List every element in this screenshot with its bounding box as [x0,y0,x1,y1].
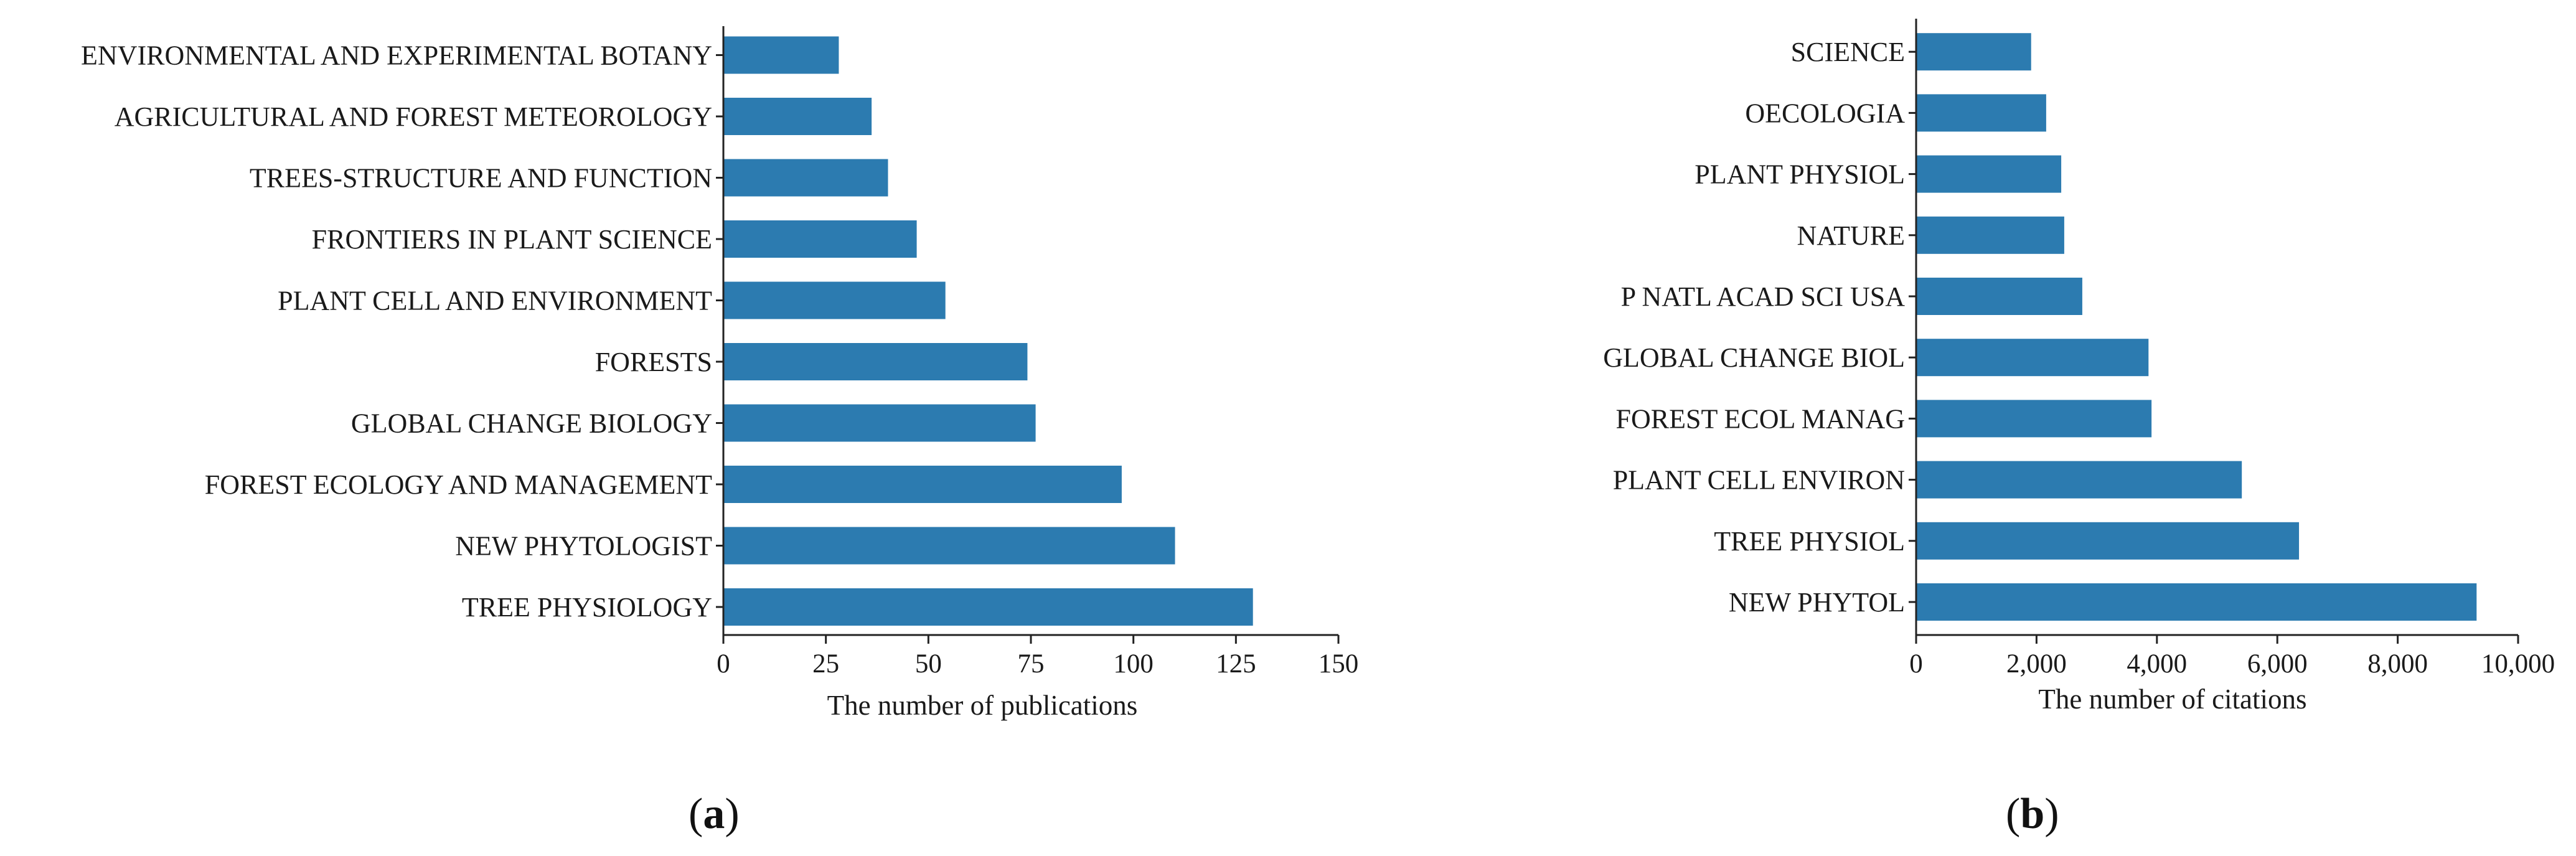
x-tick-label-b-1: 2,000 [2006,649,2067,679]
category-label-b-8: OECOLOGIA [1745,98,1905,128]
bar-b-4 [1917,339,2149,377]
bar-a-3 [724,404,1036,442]
category-label-a-6: FRONTIERS IN PLANT SCIENCE [312,224,712,255]
bar-b-2 [1917,461,2242,499]
x-tick-label-b-5: 10,000 [2481,649,2555,679]
bar-a-8 [724,98,872,135]
category-label-b-0: NEW PHYTOL [1729,587,1905,618]
x-tick-label-b-4: 8,000 [2367,649,2428,679]
bar-b-0 [1917,583,2477,621]
x-tick-label-a-0: 0 [717,649,730,679]
bar-a-0 [724,588,1253,626]
bar-b-1 [1917,522,2300,560]
bar-a-1 [724,527,1175,565]
category-label-a-5: PLANT CELL AND ENVIRONMENT [278,286,712,316]
x-axis-title-a: The number of publications [827,690,1138,721]
bar-b-5 [1917,278,2082,315]
category-label-b-1: TREE PHYSIOL [1714,526,1905,557]
bar-a-6 [724,220,917,258]
x-tick-label-b-0: 0 [1909,649,1923,679]
bar-b-8 [1917,94,2046,132]
bar-b-3 [1917,400,2152,438]
bar-b-7 [1917,155,2062,193]
category-label-a-9: ENVIRONMENTAL AND EXPERIMENTAL BOTANY [81,40,712,71]
category-label-b-2: PLANT CELL ENVIRON [1613,465,1905,496]
x-tick-label-a-5: 125 [1216,649,1256,679]
category-label-a-2: FOREST ECOLOGY AND MANAGEMENT [205,469,712,500]
panel-b-citations-chart: NEW PHYTOL TREE PHYSIOL PLANT CELL ENVIRON… [1603,19,2555,838]
category-label-b-5: P NATL ACAD SCI USA [1621,281,1906,312]
bar-a-5 [724,281,946,319]
bar-a-9 [724,36,839,74]
category-label-a-4: FORESTS [595,347,712,377]
category-label-b-3: FOREST ECOL MANAG [1616,403,1906,434]
category-label-a-3: GLOBAL CHANGE BIOLOGY [351,408,712,439]
category-label-a-8: AGRICULTURAL AND FOREST METEOROLOGY [115,101,712,132]
category-label-b-4: GLOBAL CHANGE BIOL [1603,342,1905,373]
panel-a-publications-chart: TREE PHYSIOLOGY NEW PHYTOLOGIST FOREST ECO… [81,26,1358,838]
x-tick-label-a-6: 150 [1319,649,1359,679]
x-tick-label-a-4: 100 [1113,649,1154,679]
x-tick-label-a-2: 50 [915,649,942,679]
x-tick-label-b-3: 6,000 [2247,649,2308,679]
bar-b-6 [1917,216,2064,254]
x-axis-title-b: The number of citations [2038,684,2306,715]
bar-b-9 [1917,33,2031,71]
bar-a-7 [724,159,888,197]
panel-label-b: (b) [2006,790,2059,838]
category-label-a-0: TREE PHYSIOLOGY [462,592,712,623]
category-label-a-7: TREES-STRUCTURE AND FUNCTION [250,163,712,194]
category-label-b-9: SCIENCE [1791,37,1905,67]
x-tick-label-a-1: 25 [812,649,839,679]
bar-a-2 [724,466,1122,503]
category-label-b-7: PLANT PHYSIOL [1695,159,1905,190]
category-label-a-1: NEW PHYTOLOGIST [455,531,712,562]
x-tick-label-a-3: 75 [1018,649,1045,679]
panel-label-a: (a) [689,790,740,838]
category-label-b-6: NATURE [1797,220,1905,251]
x-tick-label-b-2: 4,000 [2127,649,2187,679]
bar-a-4 [724,343,1028,380]
